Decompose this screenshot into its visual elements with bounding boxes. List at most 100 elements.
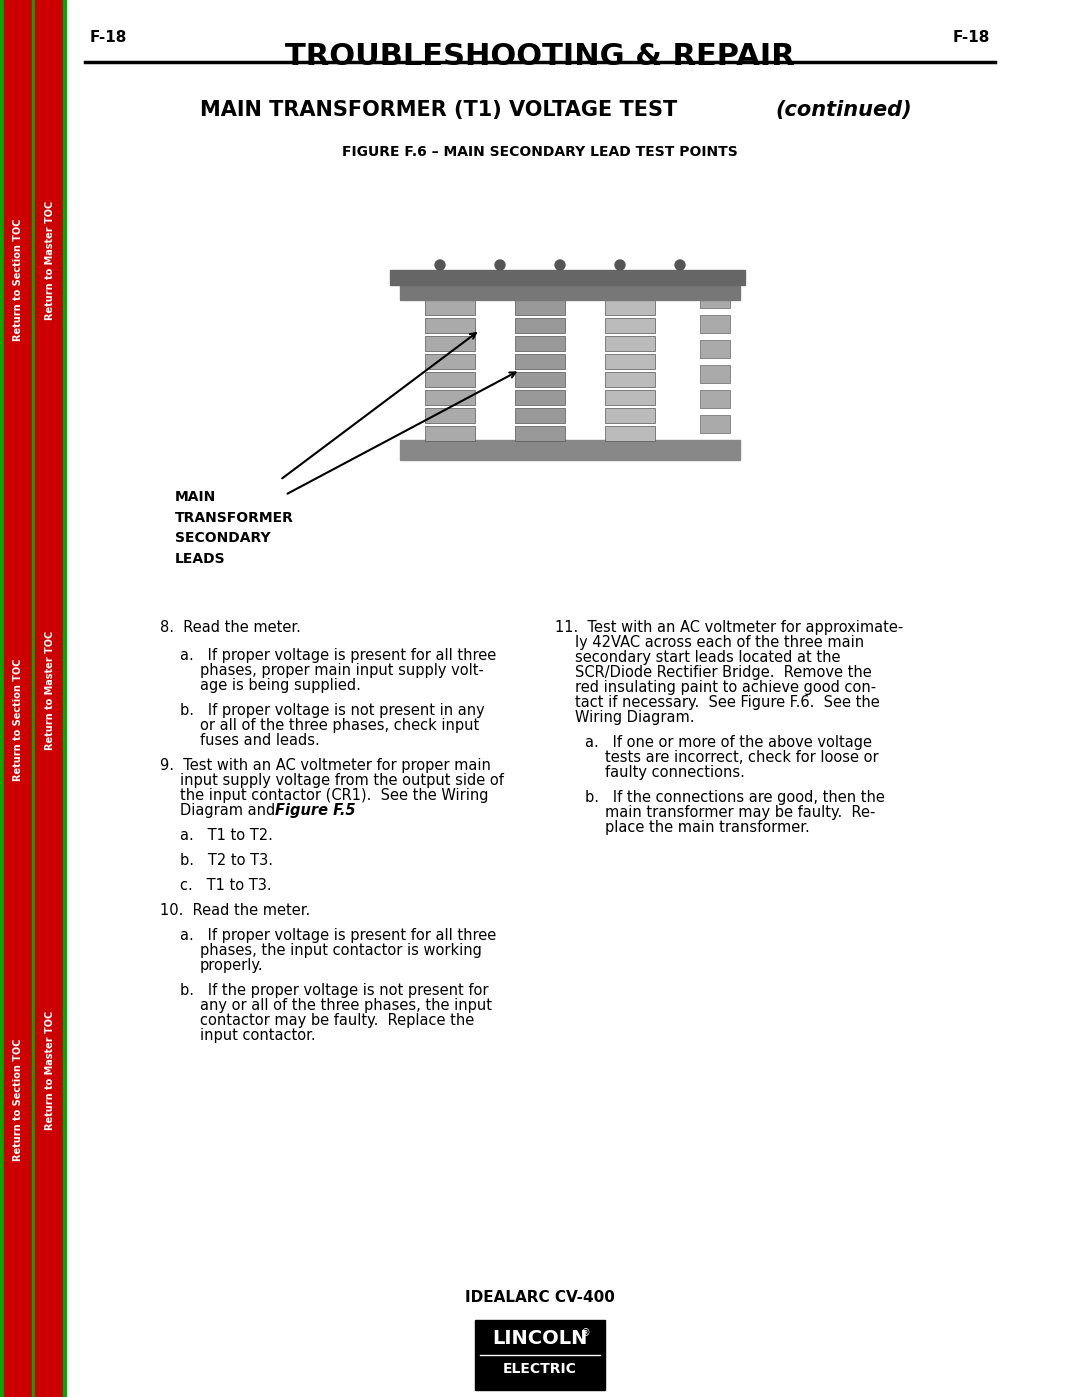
Circle shape — [675, 260, 685, 270]
Bar — [426, 353, 475, 369]
Text: 11.  Test with an AC voltmeter for approximate-: 11. Test with an AC voltmeter for approx… — [555, 620, 903, 636]
Bar — [700, 291, 730, 307]
Bar — [605, 390, 654, 405]
Text: place the main transformer.: place the main transformer. — [605, 820, 810, 835]
Bar — [515, 337, 565, 351]
Text: b.   If proper voltage is not present in any: b. If proper voltage is not present in a… — [180, 703, 485, 718]
Text: properly.: properly. — [200, 958, 264, 972]
Text: input contactor.: input contactor. — [200, 1028, 315, 1044]
Text: Return to Section TOC: Return to Section TOC — [13, 659, 23, 781]
Text: MAIN TRANSFORMER (T1) VOLTAGE TEST: MAIN TRANSFORMER (T1) VOLTAGE TEST — [200, 101, 677, 120]
Text: 9.  Test with an AC voltmeter for proper main: 9. Test with an AC voltmeter for proper … — [160, 759, 491, 773]
Bar — [515, 353, 565, 369]
Text: LINCOLN: LINCOLN — [492, 1330, 588, 1348]
Bar — [515, 300, 565, 314]
Text: SCR/Diode Rectifier Bridge.  Remove the: SCR/Diode Rectifier Bridge. Remove the — [575, 665, 872, 680]
Text: Return to Section TOC: Return to Section TOC — [13, 1039, 23, 1161]
Bar — [4, 0, 32, 1397]
Bar — [515, 319, 565, 332]
Text: TROUBLESHOOTING & REPAIR: TROUBLESHOOTING & REPAIR — [285, 42, 795, 71]
Bar — [426, 426, 475, 441]
Text: a.   T1 to T2.: a. T1 to T2. — [180, 828, 273, 842]
Circle shape — [495, 260, 505, 270]
Text: Diagram and: Diagram and — [180, 803, 275, 819]
Bar — [605, 372, 654, 387]
Bar — [700, 339, 730, 358]
Text: main transformer may be faulty.  Re-: main transformer may be faulty. Re- — [605, 805, 876, 820]
Text: 8.  Read the meter.: 8. Read the meter. — [160, 620, 301, 636]
Bar — [426, 319, 475, 332]
Text: b.   If the proper voltage is not present for: b. If the proper voltage is not present … — [180, 983, 488, 997]
Bar — [700, 314, 730, 332]
Text: secondary start leads located at the: secondary start leads located at the — [575, 650, 840, 665]
Text: phases, the input contactor is working: phases, the input contactor is working — [200, 943, 482, 958]
Bar — [515, 426, 565, 441]
Text: any or all of the three phases, the input: any or all of the three phases, the inpu… — [200, 997, 492, 1013]
Text: Figure F.5: Figure F.5 — [275, 803, 355, 819]
Text: FIGURE F.6 – MAIN SECONDARY LEAD TEST POINTS: FIGURE F.6 – MAIN SECONDARY LEAD TEST PO… — [342, 145, 738, 159]
Bar — [605, 300, 654, 314]
Bar — [32, 0, 35, 1397]
Bar — [426, 408, 475, 423]
Text: ly 42VAC across each of the three main: ly 42VAC across each of the three main — [575, 636, 864, 650]
Bar — [426, 300, 475, 314]
Bar — [515, 372, 565, 387]
Text: phases, proper main input supply volt-: phases, proper main input supply volt- — [200, 664, 484, 678]
Text: .: . — [345, 803, 350, 819]
Text: MAIN
TRANSFORMER
SECONDARY
LEADS: MAIN TRANSFORMER SECONDARY LEADS — [175, 490, 294, 566]
Bar — [35, 0, 63, 1397]
Circle shape — [615, 260, 625, 270]
Bar — [426, 337, 475, 351]
Bar — [480, 1324, 600, 1355]
Text: or all of the three phases, check input: or all of the three phases, check input — [200, 718, 480, 733]
Text: tact if necessary.  See Figure F.6.  See the: tact if necessary. See Figure F.6. See t… — [575, 694, 880, 710]
Bar — [400, 440, 740, 460]
Bar — [0, 0, 4, 1397]
Text: IDEALARC CV-400: IDEALARC CV-400 — [465, 1289, 615, 1305]
Bar — [426, 390, 475, 405]
Text: contactor may be faulty.  Replace the: contactor may be faulty. Replace the — [200, 1013, 474, 1028]
Text: Return to Section TOC: Return to Section TOC — [13, 219, 23, 341]
Bar — [480, 1355, 600, 1384]
Text: Return to Master TOC: Return to Master TOC — [45, 630, 55, 750]
Bar — [515, 390, 565, 405]
Text: a.   If one or more of the above voltage: a. If one or more of the above voltage — [585, 735, 872, 750]
Bar — [515, 408, 565, 423]
Text: ELECTRIC: ELECTRIC — [503, 1362, 577, 1376]
Text: b.   If the connections are good, then the: b. If the connections are good, then the — [585, 789, 885, 805]
Bar — [605, 408, 654, 423]
Text: b.   T2 to T3.: b. T2 to T3. — [180, 854, 273, 868]
Text: fuses and leads.: fuses and leads. — [200, 733, 320, 747]
Text: red insulating paint to achieve good con-: red insulating paint to achieve good con… — [575, 680, 876, 694]
Text: Return to Master TOC: Return to Master TOC — [45, 200, 55, 320]
Bar — [400, 279, 740, 300]
Text: a.   If proper voltage is present for all three: a. If proper voltage is present for all … — [180, 928, 496, 943]
Text: c.   T1 to T3.: c. T1 to T3. — [180, 877, 272, 893]
Bar — [475, 1320, 605, 1390]
Text: Wiring Diagram.: Wiring Diagram. — [575, 710, 694, 725]
Bar — [700, 365, 730, 383]
Text: F-18: F-18 — [953, 29, 990, 45]
Bar — [605, 319, 654, 332]
Circle shape — [435, 260, 445, 270]
Text: a.   If proper voltage is present for all three: a. If proper voltage is present for all … — [180, 648, 496, 664]
Text: faulty connections.: faulty connections. — [605, 766, 745, 780]
Bar — [426, 372, 475, 387]
Bar — [605, 337, 654, 351]
Circle shape — [555, 260, 565, 270]
Text: F-18: F-18 — [90, 29, 127, 45]
Text: the input contactor (CR1).  See the Wiring: the input contactor (CR1). See the Wirin… — [180, 788, 488, 803]
Text: Return to Master TOC: Return to Master TOC — [45, 1010, 55, 1130]
Bar — [605, 426, 654, 441]
Text: (continued): (continued) — [775, 101, 912, 120]
Bar — [700, 390, 730, 408]
Text: 10.  Read the meter.: 10. Read the meter. — [160, 902, 310, 918]
Text: ®: ® — [581, 1329, 591, 1338]
Bar — [63, 0, 66, 1397]
Bar — [605, 353, 654, 369]
Text: tests are incorrect, check for loose or: tests are incorrect, check for loose or — [605, 750, 879, 766]
Text: age is being supplied.: age is being supplied. — [200, 678, 361, 693]
Bar — [700, 415, 730, 433]
Text: input supply voltage from the output side of: input supply voltage from the output sid… — [180, 773, 504, 788]
Bar — [390, 270, 745, 285]
